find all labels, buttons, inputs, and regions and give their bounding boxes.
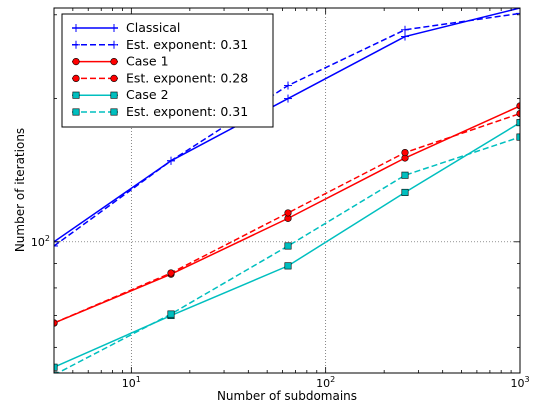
data-point <box>401 188 409 196</box>
x-tick-label-base: 10 <box>122 377 136 390</box>
data-point <box>401 148 409 157</box>
legend-label: Est. exponent: 0.31 <box>126 37 248 52</box>
legend-entry: Case 2 <box>72 87 169 102</box>
x-axis-label: Number of subdomains <box>217 389 357 403</box>
legend-label: Case 1 <box>126 54 169 69</box>
data-point <box>54 371 58 373</box>
legend-entry: Est. exponent: 0.28 <box>72 70 248 85</box>
series-3 <box>54 109 520 327</box>
legend-marker <box>110 74 118 82</box>
series-layer <box>54 8 520 373</box>
y-tick-label: 102 <box>31 234 50 249</box>
legend-marker <box>110 108 118 116</box>
x-tick-label-exponent: 1 <box>136 375 141 384</box>
legend-marker <box>110 57 118 66</box>
series-5 <box>54 133 520 373</box>
x-tick-label: 101 <box>122 375 141 390</box>
data-point <box>54 363 58 371</box>
x-tick-label-base: 10 <box>510 377 524 390</box>
data-point <box>167 310 175 318</box>
plot-frame <box>53 7 521 374</box>
data-point <box>401 171 409 179</box>
data-point <box>516 109 520 118</box>
legend-entry: Classical <box>72 20 180 35</box>
series-line <box>54 112 520 324</box>
legend-label: Est. exponent: 0.31 <box>126 104 248 119</box>
legend-entry: Est. exponent: 0.31 <box>72 104 248 119</box>
x-tick-label: 102 <box>316 375 335 390</box>
legend-marker <box>72 74 80 82</box>
legend-marker <box>72 108 80 116</box>
x-tick-label-exponent: 3 <box>524 375 529 384</box>
legend-entry: Case 1 <box>72 54 169 69</box>
x-tick-label: 103 <box>510 375 529 390</box>
data-point <box>284 209 292 217</box>
legend-marker <box>72 57 80 66</box>
legend-entry: Est. exponent: 0.31 <box>72 37 248 52</box>
data-point <box>284 262 292 270</box>
x-tick-label-base: 10 <box>316 377 330 390</box>
legend-marker <box>72 91 80 99</box>
legend-label: Est. exponent: 0.28 <box>126 70 248 85</box>
y-axis-label: Number of iterations <box>13 128 27 252</box>
legend-marker <box>110 91 118 99</box>
series-1 <box>54 9 520 250</box>
data-point <box>516 102 520 110</box>
x-tick-label-exponent: 2 <box>330 375 335 384</box>
data-point <box>284 242 292 250</box>
legend-label: Classical <box>126 20 180 35</box>
legend-label: Case 2 <box>126 87 169 102</box>
y-tick-label-exponent: 2 <box>45 234 50 243</box>
data-point <box>167 269 175 277</box>
series-line <box>56 136 520 373</box>
y-tick-label-base: 10 <box>31 236 45 249</box>
legend-box <box>61 13 274 128</box>
